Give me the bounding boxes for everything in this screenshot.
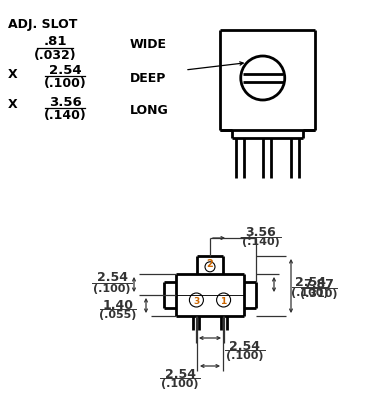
- Text: (.100): (.100): [44, 77, 86, 90]
- Text: 1.40: 1.40: [103, 299, 133, 312]
- Text: LONG: LONG: [130, 104, 169, 116]
- Text: DEEP: DEEP: [130, 72, 166, 84]
- Text: ADJ. SLOT: ADJ. SLOT: [8, 18, 77, 31]
- Text: (.032): (.032): [34, 49, 76, 62]
- Text: 2.54: 2.54: [165, 368, 196, 381]
- Text: 2.54: 2.54: [49, 64, 81, 77]
- Text: X: X: [8, 68, 18, 81]
- Text: (.100): (.100): [161, 379, 199, 389]
- Text: 3: 3: [193, 296, 200, 306]
- Text: (.100): (.100): [93, 284, 131, 294]
- Text: 2: 2: [207, 259, 213, 269]
- Text: (.100): (.100): [291, 288, 329, 298]
- Text: 2.54: 2.54: [294, 276, 326, 290]
- Text: .81: .81: [43, 35, 67, 48]
- Text: (.310): (.310): [300, 289, 338, 299]
- Text: (.140): (.140): [44, 109, 86, 122]
- Text: 3.56: 3.56: [246, 226, 276, 239]
- Text: 2.54: 2.54: [97, 271, 127, 284]
- Text: (.055): (.055): [99, 310, 137, 320]
- Text: 7.87: 7.87: [303, 278, 334, 291]
- Text: 2.54: 2.54: [229, 340, 261, 353]
- Text: WIDE: WIDE: [130, 38, 167, 50]
- Text: X: X: [8, 98, 18, 111]
- Text: (.140): (.140): [242, 237, 280, 247]
- Text: (.100): (.100): [226, 351, 264, 361]
- Text: 3.56: 3.56: [49, 96, 81, 109]
- Text: 1: 1: [220, 296, 227, 306]
